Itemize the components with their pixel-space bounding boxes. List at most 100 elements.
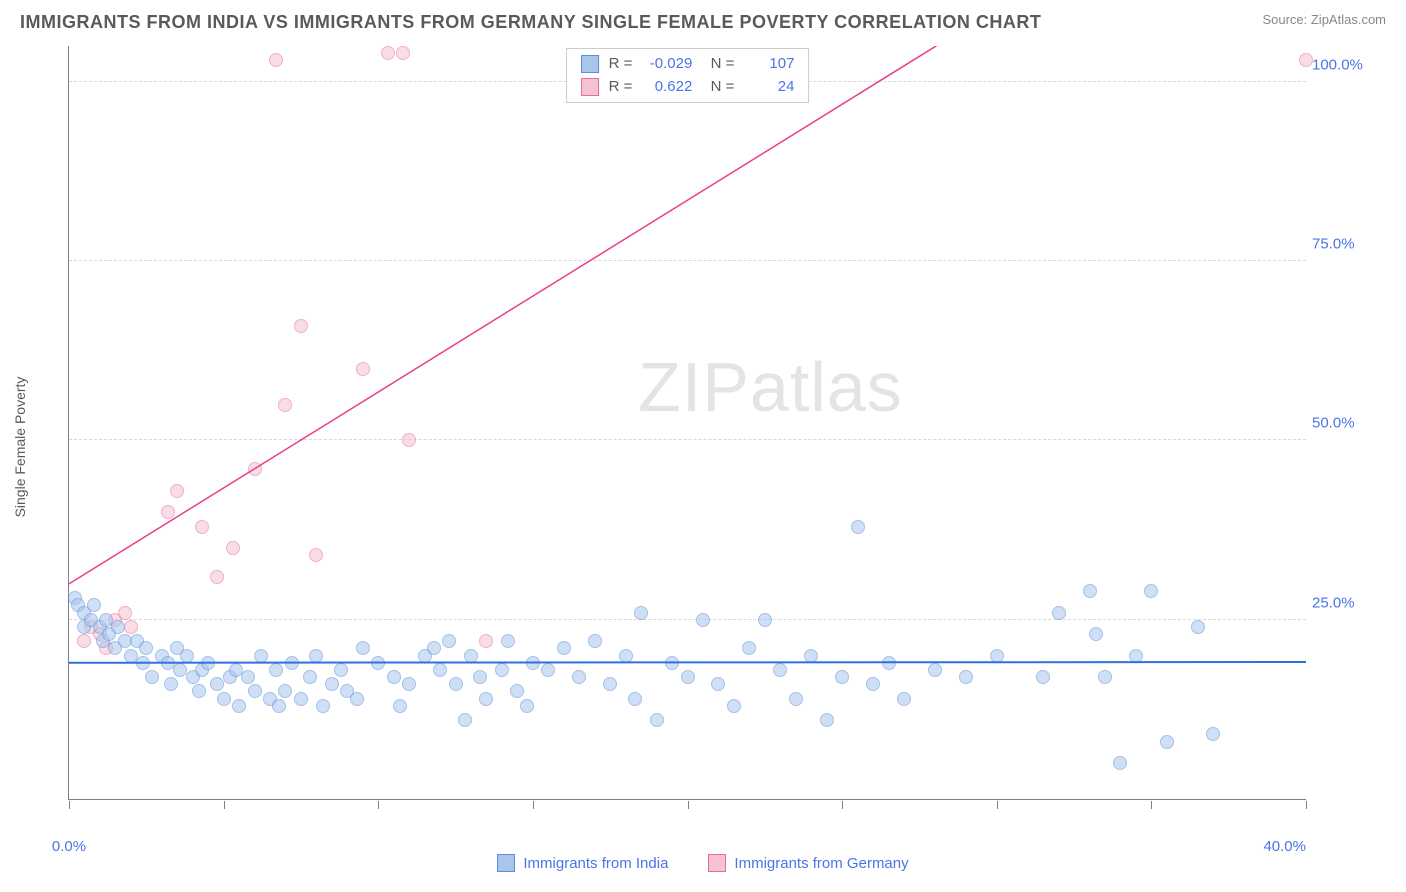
point-germany xyxy=(278,398,292,412)
point-india xyxy=(136,656,150,670)
swatch-india-icon xyxy=(497,854,515,872)
point-germany xyxy=(77,634,91,648)
chart-container: Single Female Poverty ZIPatlas R = -0.02… xyxy=(48,46,1386,832)
point-germany xyxy=(118,606,132,620)
point-india xyxy=(294,692,308,706)
point-india xyxy=(1191,620,1205,634)
point-india xyxy=(928,663,942,677)
n-value-germany: 24 xyxy=(744,76,794,99)
stats-row-germany: R = 0.622 N = 24 xyxy=(581,76,795,99)
point-india xyxy=(272,699,286,713)
point-india xyxy=(433,663,447,677)
point-india xyxy=(1113,756,1127,770)
x-tick xyxy=(688,801,689,809)
point-germany xyxy=(210,570,224,584)
legend-label-india: Immigrants from India xyxy=(523,855,668,872)
r-value-germany: 0.622 xyxy=(642,76,692,99)
point-india xyxy=(145,670,159,684)
swatch-germany xyxy=(581,78,599,96)
stats-legend: R = -0.029 N = 107 R = 0.622 N = 24 xyxy=(566,48,810,103)
point-india xyxy=(387,670,401,684)
point-india xyxy=(180,649,194,663)
n-value-india: 107 xyxy=(744,53,794,76)
point-india xyxy=(164,677,178,691)
point-india xyxy=(835,670,849,684)
point-india xyxy=(634,606,648,620)
point-germany xyxy=(294,319,308,333)
point-india xyxy=(495,663,509,677)
point-india xyxy=(557,641,571,655)
point-india xyxy=(464,649,478,663)
point-india xyxy=(882,656,896,670)
point-india xyxy=(325,677,339,691)
point-india xyxy=(232,699,246,713)
point-india xyxy=(442,634,456,648)
point-india xyxy=(866,677,880,691)
gridline xyxy=(69,260,1306,261)
point-india xyxy=(473,670,487,684)
point-india xyxy=(371,656,385,670)
point-india xyxy=(804,649,818,663)
point-india xyxy=(303,670,317,684)
point-germany xyxy=(479,634,493,648)
point-india xyxy=(402,677,416,691)
point-india xyxy=(758,613,772,627)
point-india xyxy=(254,649,268,663)
point-india xyxy=(111,620,125,634)
plot-area: ZIPatlas R = -0.029 N = 107 R = 0.622 N … xyxy=(68,46,1306,800)
chart-title: IMMIGRANTS FROM INDIA VS IMMIGRANTS FROM… xyxy=(20,12,1041,33)
point-india xyxy=(681,670,695,684)
point-germany xyxy=(381,46,395,60)
swatch-india xyxy=(581,55,599,73)
point-germany xyxy=(248,462,262,476)
point-india xyxy=(820,713,834,727)
point-germany xyxy=(195,520,209,534)
point-india xyxy=(356,641,370,655)
source-label: Source: ZipAtlas.com xyxy=(1262,12,1386,27)
point-india xyxy=(603,677,617,691)
x-tick xyxy=(533,801,534,809)
point-germany xyxy=(226,541,240,555)
point-india xyxy=(427,641,441,655)
x-max-label: 40.0% xyxy=(1263,838,1306,855)
point-india xyxy=(588,634,602,648)
point-india xyxy=(1144,584,1158,598)
point-india xyxy=(217,692,231,706)
point-india xyxy=(1160,735,1174,749)
point-india xyxy=(479,692,493,706)
point-india xyxy=(241,670,255,684)
x-tick xyxy=(997,801,998,809)
point-india xyxy=(1052,606,1066,620)
point-germany xyxy=(124,620,138,634)
point-india xyxy=(665,656,679,670)
point-india xyxy=(278,684,292,698)
point-india xyxy=(1129,649,1143,663)
series-legend: Immigrants from India Immigrants from Ge… xyxy=(0,854,1406,872)
point-germany xyxy=(402,433,416,447)
y-axis-label: Single Female Poverty xyxy=(12,377,28,518)
x-tick xyxy=(69,801,70,809)
point-india xyxy=(1083,584,1097,598)
point-india xyxy=(711,677,725,691)
point-india xyxy=(619,649,633,663)
point-india xyxy=(201,656,215,670)
point-india xyxy=(248,684,262,698)
point-india xyxy=(269,663,283,677)
point-india xyxy=(773,663,787,677)
x-tick xyxy=(1151,801,1152,809)
x-min-label: 0.0% xyxy=(52,838,86,855)
y-tick-label: 50.0% xyxy=(1312,415,1382,432)
point-india xyxy=(350,692,364,706)
point-india xyxy=(851,520,865,534)
point-germany xyxy=(170,484,184,498)
x-tick xyxy=(224,801,225,809)
point-india xyxy=(510,684,524,698)
point-india xyxy=(727,699,741,713)
point-india xyxy=(520,699,534,713)
point-india xyxy=(990,649,1004,663)
x-tick xyxy=(378,801,379,809)
point-germany xyxy=(161,505,175,519)
point-india xyxy=(393,699,407,713)
point-india xyxy=(526,656,540,670)
point-india xyxy=(897,692,911,706)
